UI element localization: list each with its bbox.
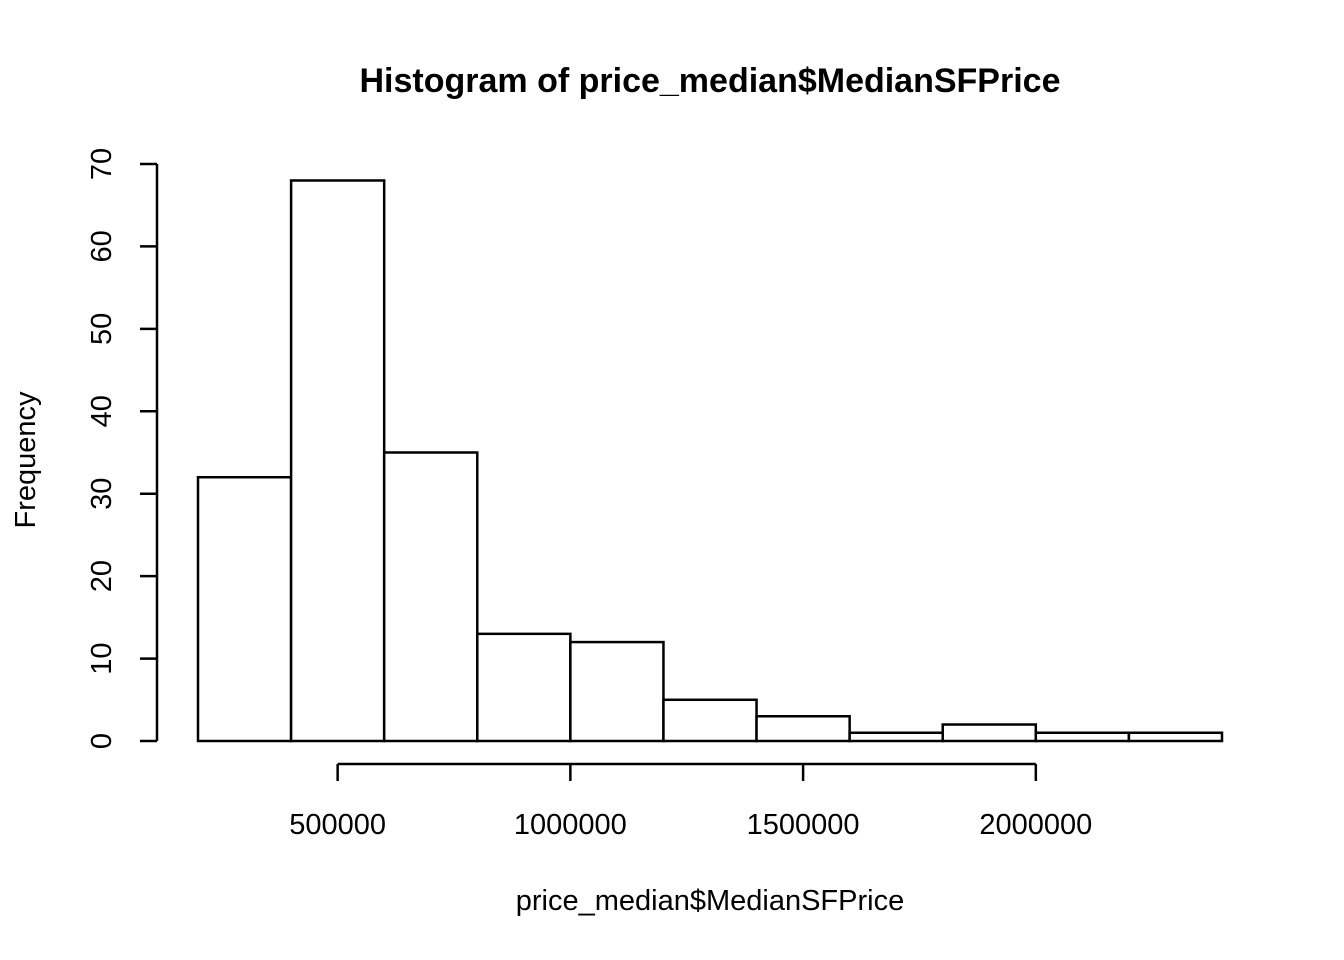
bars-group bbox=[196, 179, 1224, 743]
x-tick-label: 500000 bbox=[289, 809, 386, 841]
histogram-bar bbox=[662, 698, 758, 743]
x-axis: 500000 1000000 1500000 2000000 bbox=[289, 762, 1092, 841]
x-tick-label: 1000000 bbox=[514, 809, 627, 841]
histogram-bar bbox=[382, 451, 479, 743]
y-tick-label: 30 bbox=[86, 478, 118, 510]
histogram-bar bbox=[755, 715, 851, 743]
x-axis-label: price_median$MedianSFPrice bbox=[516, 885, 904, 917]
histogram-bar bbox=[1034, 731, 1131, 743]
histogram-bar bbox=[196, 475, 293, 743]
x-tick-label: 1500000 bbox=[747, 809, 860, 841]
histogram-bar bbox=[1127, 731, 1224, 743]
y-tick-label: 70 bbox=[86, 148, 118, 180]
y-axis: 0 10 20 30 40 50 60 70 bbox=[86, 148, 159, 749]
x-tick-label: 2000000 bbox=[979, 809, 1092, 841]
histogram-bar bbox=[289, 179, 386, 743]
histogram-bar bbox=[848, 731, 944, 743]
y-tick-label: 10 bbox=[86, 642, 118, 674]
y-tick-label: 50 bbox=[86, 313, 118, 345]
y-tick-label: 0 bbox=[86, 733, 118, 749]
histogram-bar bbox=[941, 723, 1038, 743]
y-tick-label: 40 bbox=[86, 395, 118, 427]
histogram-bar bbox=[476, 632, 572, 743]
chart-title: Histogram of price_median$MedianSFPrice bbox=[360, 62, 1061, 100]
histogram-bar bbox=[569, 640, 665, 743]
y-tick-label: 20 bbox=[86, 560, 118, 592]
y-axis-label: Frequency bbox=[10, 391, 42, 529]
y-tick-label: 60 bbox=[86, 230, 118, 262]
